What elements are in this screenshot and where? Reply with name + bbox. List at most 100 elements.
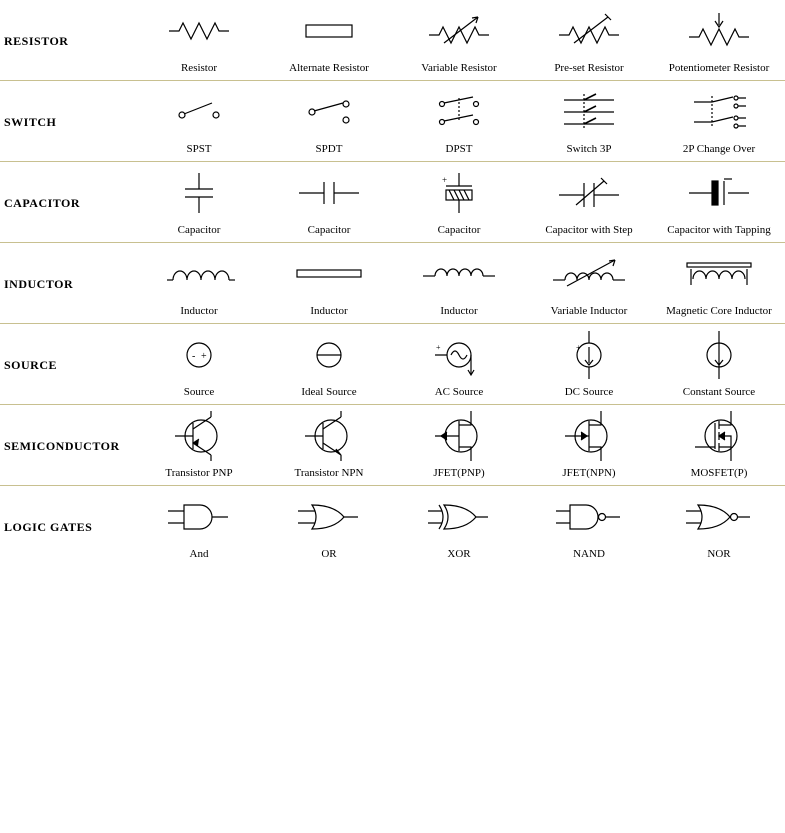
resistor-preset-icon: [554, 8, 624, 54]
symbol-cell: Ideal Source: [264, 332, 394, 398]
inductor-loops-icon: [419, 251, 499, 297]
source-ac-icon: +: [429, 332, 489, 378]
symbol-cell: -+ Source: [134, 332, 264, 398]
symbol-label: XOR: [447, 548, 470, 560]
symbol-label: Constant Source: [683, 386, 755, 398]
symbol-cell: Capacitor with Step: [524, 170, 654, 236]
symbol-cell: Capacitor: [264, 170, 394, 236]
nor-icon: [682, 494, 756, 540]
symbol-cell: XOR: [394, 494, 524, 560]
category-label: SEMICONDUCTOR: [0, 439, 134, 454]
symbol-cell: Alternate Resistor: [264, 8, 394, 74]
cap-polarized-icon: +: [424, 170, 494, 216]
category-row: INDUCTOR Inductor Inductor Inductor Variable…: [0, 243, 785, 324]
category-row: CAPACITOR Capacitor Capacitor + Capacitor Cap…: [0, 162, 785, 243]
symbol-label: Magnetic Core Inductor: [666, 305, 772, 317]
svg-text:+: +: [442, 175, 447, 185]
symbol-label: Pre-set Resistor: [554, 62, 623, 74]
symbol-cell: SPDT: [264, 89, 394, 155]
nand-icon: [552, 494, 626, 540]
symbol-cell: JFET(PNP): [394, 413, 524, 479]
symbol-label: Capacitor: [178, 224, 221, 236]
dpst-icon: [424, 89, 494, 135]
inductor-box-icon: [289, 251, 369, 297]
cap-basic-icon: [169, 170, 229, 216]
symbol-label: SPST: [186, 143, 211, 155]
category-row: SEMICONDUCTOR Transistor PNP Transistor NP…: [0, 405, 785, 486]
source-ideal-icon: [304, 332, 354, 378]
svg-text:+: +: [436, 343, 441, 352]
jfet-n-icon: [559, 413, 619, 459]
and-icon: [164, 494, 234, 540]
symbol-label: DPST: [446, 143, 473, 155]
symbol-label: 2P Change Over: [683, 143, 755, 155]
symbol-label: SPDT: [316, 143, 343, 155]
resistor-zigzag-icon: [164, 8, 234, 54]
spdt-icon: [294, 89, 364, 135]
category-row: LOGIC GATES And OR XOR NAND NOR: [0, 486, 785, 566]
source-basic-icon: -+: [174, 332, 224, 378]
symbol-label: Capacitor: [308, 224, 351, 236]
resistor-pot-icon: [684, 8, 754, 54]
symbol-cell: Transistor NPN: [264, 413, 394, 479]
category-row: RESISTORResistor Alternate Resistor Variab…: [0, 0, 785, 81]
symbol-cell: + DC Source: [524, 332, 654, 398]
pnp-icon: [169, 413, 229, 459]
symbol-label: Capacitor with Step: [545, 224, 632, 236]
symbol-label: AC Source: [435, 386, 484, 398]
symbol-cell: Constant Source: [654, 332, 784, 398]
symbol-label: NOR: [707, 548, 730, 560]
symbol-label: Capacitor: [438, 224, 481, 236]
symbol-cell: Pre-set Resistor: [524, 8, 654, 74]
symbol-cell: Inductor: [394, 251, 524, 317]
symbol-cell: Variable Resistor: [394, 8, 524, 74]
symbol-cell: Resistor: [134, 8, 264, 74]
symbol-cell: Capacitor with Tapping: [654, 170, 784, 236]
symbol-label: Switch 3P: [567, 143, 612, 155]
source-dc-icon: +: [564, 332, 614, 378]
inductor-variable-icon: [549, 251, 629, 297]
category-label: CAPACITOR: [0, 196, 134, 211]
symbol-label: Variable Resistor: [421, 62, 496, 74]
cap-step-icon: [554, 170, 624, 216]
npn-icon: [299, 413, 359, 459]
symbol-label: Capacitor with Tapping: [667, 224, 771, 236]
category-label: RESISTOR: [0, 34, 134, 49]
symbol-cell: NAND: [524, 494, 654, 560]
symbol-label: Variable Inductor: [551, 305, 628, 317]
symbol-chart: RESISTORResistor Alternate Resistor Variab…: [0, 0, 785, 566]
symbol-label: Alternate Resistor: [289, 62, 369, 74]
symbol-label: Inductor: [180, 305, 217, 317]
resistor-variable-icon: [424, 8, 494, 54]
symbol-cell: Transistor PNP: [134, 413, 264, 479]
symbol-cell: + Capacitor: [394, 170, 524, 236]
symbol-label: Source: [184, 386, 215, 398]
category-row: SOURCE-+SourceIdeal Source+AC Source+DC …: [0, 324, 785, 405]
symbol-label: DC Source: [565, 386, 614, 398]
symbol-cell: Inductor: [134, 251, 264, 317]
symbol-label: JFET(NPN): [562, 467, 615, 479]
symbol-label: OR: [321, 548, 336, 560]
symbol-cell: Potentiometer Resistor: [654, 8, 784, 74]
symbol-cell: And: [134, 494, 264, 560]
symbol-cell: Capacitor: [134, 170, 264, 236]
symbol-cell: Variable Inductor: [524, 251, 654, 317]
category-label: INDUCTOR: [0, 277, 134, 292]
symbol-label: Transistor PNP: [165, 467, 232, 479]
symbol-label: And: [190, 548, 209, 560]
symbol-label: MOSFET(P): [691, 467, 748, 479]
cap-tap-icon: [684, 170, 754, 216]
category-label: LOGIC GATES: [0, 520, 134, 535]
symbol-cell: Inductor: [264, 251, 394, 317]
symbol-cell: Switch 3P: [524, 89, 654, 155]
cap-flat-icon: [294, 170, 364, 216]
svg-text:+: +: [201, 351, 207, 362]
symbol-label: Inductor: [310, 305, 347, 317]
symbol-cell: OR: [264, 494, 394, 560]
symbol-cell: SPST: [134, 89, 264, 155]
svg-text:-: -: [192, 351, 195, 362]
category-label: SOURCE: [0, 358, 134, 373]
xor-icon: [424, 494, 494, 540]
switch-3p-icon: [554, 89, 624, 135]
category-label: SWITCH: [0, 115, 134, 130]
